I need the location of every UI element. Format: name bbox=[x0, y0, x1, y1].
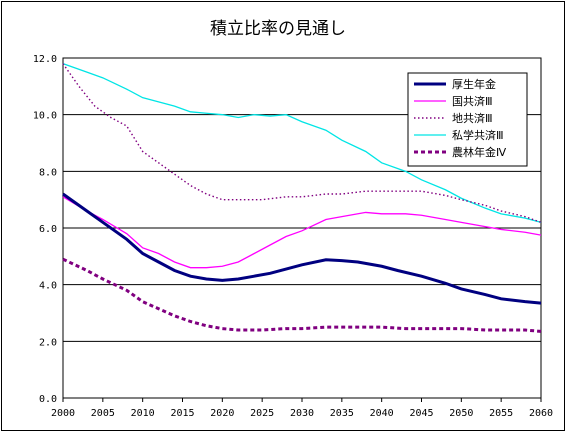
chart-title: 積立比率の見通し bbox=[210, 19, 346, 39]
series-line-1 bbox=[62, 196, 542, 269]
x-tick-label: 2020 bbox=[210, 408, 234, 419]
y-tick-label: 2.0 bbox=[39, 337, 57, 348]
series-line-4 bbox=[62, 257, 542, 333]
series-line-2 bbox=[62, 63, 542, 223]
x-tick-label: 2055 bbox=[489, 408, 513, 419]
series-lines bbox=[62, 63, 542, 333]
legend-label-1: 国共済Ⅲ bbox=[452, 94, 493, 108]
y-tick-label: 12.0 bbox=[33, 54, 57, 65]
legend-label-0: 厚生年金 bbox=[452, 77, 496, 91]
x-tick-label: 2030 bbox=[290, 408, 314, 419]
y-tick-label: 4.0 bbox=[39, 281, 57, 292]
x-tick-label: 2000 bbox=[51, 408, 75, 419]
legend-label-2: 地共済Ⅲ bbox=[452, 111, 493, 125]
x-tick-label: 2050 bbox=[449, 408, 473, 419]
y-axis-ticks: 0.0 2.0 4.0 6.0 8.0 10.0 12.0 bbox=[33, 54, 57, 405]
legend-label-4: 農林年金Ⅳ bbox=[452, 145, 507, 159]
x-tick-label: 2005 bbox=[91, 408, 115, 419]
legend-box bbox=[407, 72, 528, 167]
x-tick-label: 2060 bbox=[529, 408, 553, 419]
x-axis-ticks: 2000 2005 2010 2015 2020 2025 2030 2035 2040 2045… bbox=[51, 398, 553, 419]
x-tick-label: 2010 bbox=[131, 408, 155, 419]
x-tick-label: 2025 bbox=[250, 408, 274, 419]
y-tick-label: 6.0 bbox=[39, 224, 57, 235]
y-tick-label: 0.0 bbox=[39, 394, 57, 405]
x-tick-label: 2045 bbox=[409, 408, 433, 419]
y-tick-label: 8.0 bbox=[39, 167, 57, 178]
series-line-0 bbox=[62, 192, 542, 305]
x-tick-label: 2040 bbox=[370, 408, 394, 419]
series-line-3 bbox=[62, 63, 542, 223]
y-tick-label: 10.0 bbox=[33, 111, 57, 122]
x-tick-label: 2015 bbox=[170, 408, 194, 419]
x-tick-label: 2035 bbox=[330, 408, 354, 419]
legend-label-3: 私学共済Ⅲ bbox=[452, 128, 504, 142]
